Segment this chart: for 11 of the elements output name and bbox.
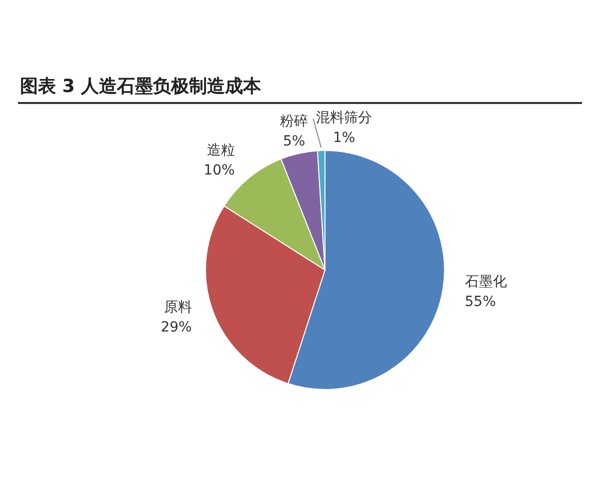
slice-label: 造粒 — [206, 142, 235, 159]
data-label: 55% — [464, 294, 496, 310]
chart-title: 图表 3 人造石墨负极制造成本 — [20, 75, 262, 98]
slice-label: 粉碎 — [280, 114, 308, 130]
data-label: 1% — [333, 130, 356, 146]
data-label: 10% — [204, 162, 235, 179]
data-label: 29% — [160, 320, 192, 336]
slice-label: 混料筛分 — [316, 110, 372, 126]
slice-label: 原料 — [164, 300, 192, 316]
data-label: 5% — [283, 134, 306, 150]
slice-label: 石墨化 — [464, 274, 507, 290]
